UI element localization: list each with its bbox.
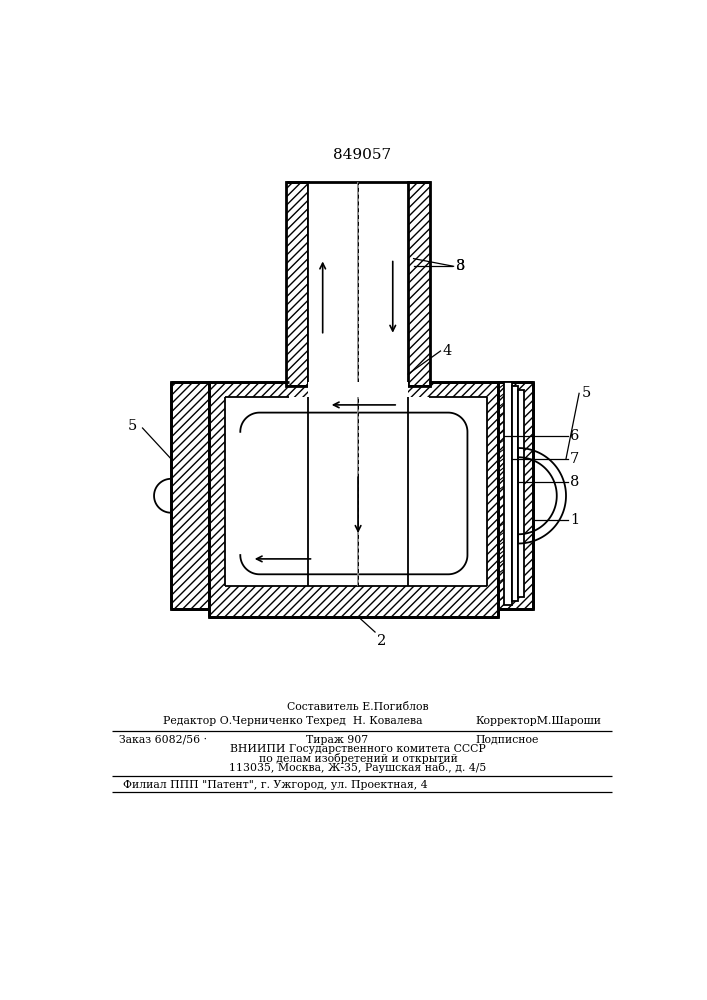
Text: 8: 8 <box>570 475 579 489</box>
Text: 5: 5 <box>128 419 137 433</box>
Text: КорректорМ.Шароши: КорректорМ.Шароши <box>475 716 601 726</box>
Bar <box>408 182 430 386</box>
Text: Редактор О.Черниченко: Редактор О.Черниченко <box>163 716 303 726</box>
Text: 113035, Москва, Ж-35, Раушская наб., д. 4/5: 113035, Москва, Ж-35, Раушская наб., д. … <box>230 762 486 773</box>
Text: Филиал ППП "Патент", г. Ужгород, ул. Проектная, 4: Филиал ППП "Патент", г. Ужгород, ул. Про… <box>122 780 427 790</box>
Text: 4: 4 <box>443 344 452 358</box>
Text: 3: 3 <box>456 259 465 273</box>
Text: по делам изобретений и открытий: по делам изобретений и открытий <box>259 753 457 764</box>
Text: 1: 1 <box>570 513 579 527</box>
Text: Подписное: Подписное <box>475 735 539 745</box>
Bar <box>286 182 308 386</box>
Bar <box>518 389 525 597</box>
Text: ВНИИПИ Государственного комитета СССР: ВНИИПИ Государственного комитета СССР <box>230 744 486 754</box>
Bar <box>308 382 408 397</box>
Text: 849057: 849057 <box>333 148 391 162</box>
Bar <box>504 382 512 605</box>
Text: Составитель Е.Погиблов: Составитель Е.Погиблов <box>287 702 429 712</box>
Text: 7: 7 <box>570 452 579 466</box>
Text: Техред  Н. Ковалева: Техред Н. Ковалева <box>305 716 422 726</box>
Bar <box>498 382 533 609</box>
Text: 6: 6 <box>570 429 579 443</box>
Bar <box>171 382 209 609</box>
Bar <box>308 182 408 386</box>
Bar <box>209 382 498 617</box>
Bar <box>512 386 518 601</box>
Text: 2: 2 <box>377 634 386 648</box>
Bar <box>225 397 486 586</box>
Text: 8: 8 <box>456 259 465 273</box>
Text: 5: 5 <box>581 386 590 400</box>
Text: Тираж 907: Тираж 907 <box>305 735 368 745</box>
Text: Заказ 6082/56 ·: Заказ 6082/56 · <box>119 735 207 745</box>
